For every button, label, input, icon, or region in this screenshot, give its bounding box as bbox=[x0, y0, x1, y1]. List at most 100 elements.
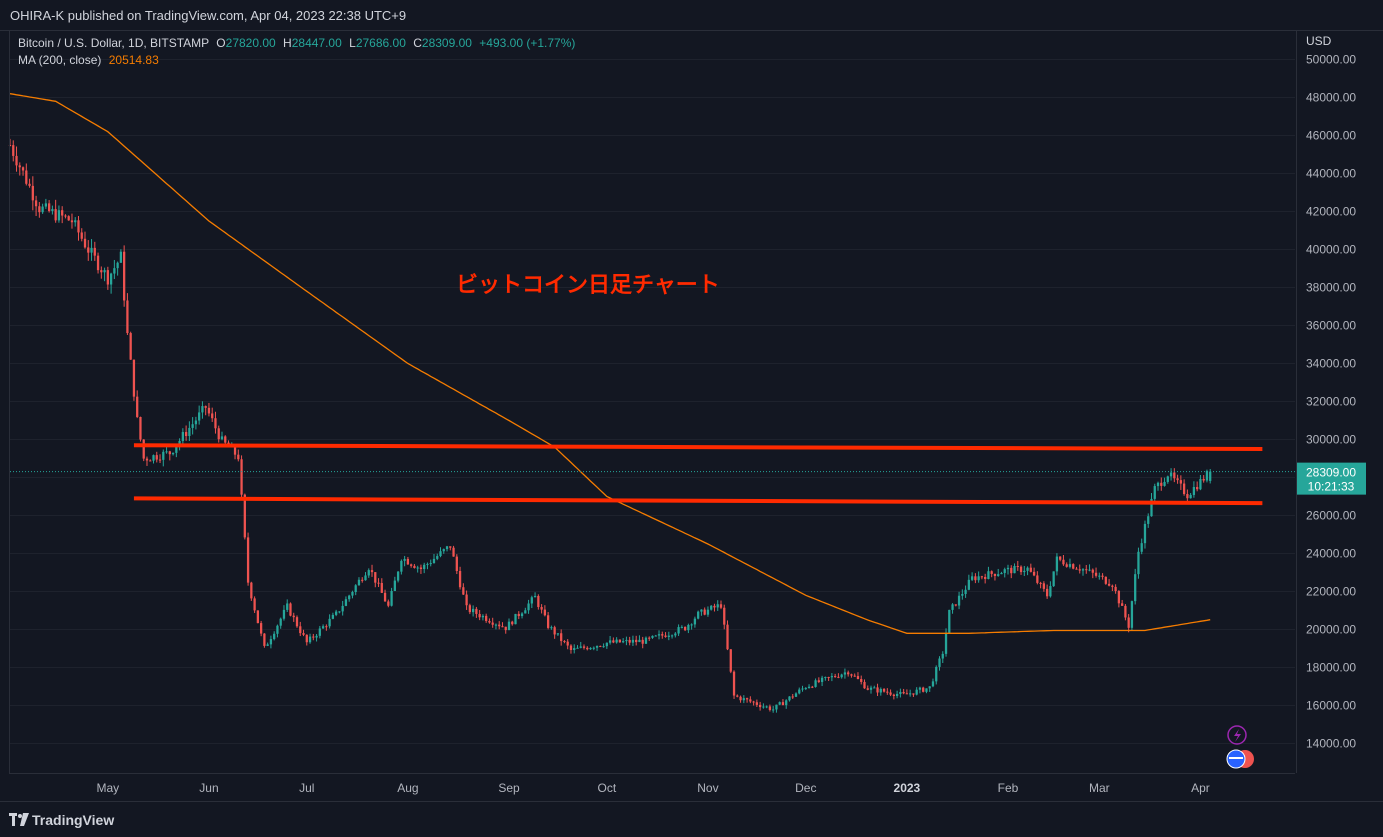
candle-body bbox=[498, 624, 501, 627]
time-axis[interactable] bbox=[9, 773, 1295, 802]
candle-body bbox=[882, 688, 886, 692]
candle-body bbox=[710, 605, 713, 610]
candle-body bbox=[1121, 603, 1124, 606]
candle-body bbox=[315, 635, 318, 638]
candle-body bbox=[605, 642, 608, 647]
x-tick-label: Mar bbox=[1089, 781, 1110, 795]
brand-name[interactable]: TradingView bbox=[32, 812, 115, 828]
y-tick-label: 44000.00 bbox=[1306, 167, 1356, 181]
candle-body bbox=[674, 633, 677, 636]
candle-body bbox=[341, 605, 344, 612]
candle-body bbox=[96, 255, 100, 271]
candle-body bbox=[410, 564, 413, 566]
candle-body bbox=[458, 571, 462, 588]
y-tick-label: 30000.00 bbox=[1306, 433, 1356, 447]
ohlc-high: 28447.00 bbox=[291, 36, 342, 50]
candle-body bbox=[817, 680, 820, 682]
footer-bar: TradingView bbox=[0, 801, 1383, 837]
candle-body bbox=[811, 686, 814, 688]
ohlc-high-label: H bbox=[283, 36, 292, 50]
y-tick-label: 32000.00 bbox=[1306, 395, 1356, 409]
candle-body bbox=[573, 648, 576, 651]
candle-body bbox=[1013, 565, 1016, 574]
candle-body bbox=[628, 639, 631, 643]
candle-body bbox=[12, 145, 15, 156]
candle-body bbox=[207, 407, 211, 414]
candle-body bbox=[550, 627, 553, 629]
candle-body bbox=[436, 556, 439, 559]
candle-body bbox=[935, 666, 938, 682]
candle-body bbox=[1098, 575, 1101, 577]
candle-body bbox=[922, 687, 925, 692]
y-tick-label: 40000.00 bbox=[1306, 243, 1356, 257]
last-price-label: 28309.00 bbox=[1306, 466, 1356, 480]
candle-body bbox=[295, 617, 299, 627]
candle-body bbox=[586, 647, 589, 650]
x-tick-label: Oct bbox=[598, 781, 617, 795]
candle-body bbox=[974, 576, 977, 581]
candle-body bbox=[449, 546, 452, 548]
candle-body bbox=[980, 576, 984, 578]
candle-body bbox=[533, 595, 537, 598]
candle-body bbox=[328, 618, 331, 627]
candle-body bbox=[1111, 585, 1114, 587]
candle-body bbox=[732, 671, 736, 696]
countdown-label: 10:21:33 bbox=[1308, 480, 1355, 494]
ma-label: MA (200, close) bbox=[18, 53, 102, 67]
candle-body bbox=[338, 611, 341, 613]
candle-body bbox=[1042, 583, 1046, 589]
candle-body bbox=[1137, 551, 1140, 575]
x-tick-label: Nov bbox=[697, 781, 718, 795]
candle-body bbox=[383, 592, 387, 602]
candle-body bbox=[214, 418, 217, 429]
candle-body bbox=[224, 436, 227, 443]
y-tick-label: 42000.00 bbox=[1306, 205, 1356, 219]
candle-body bbox=[1055, 556, 1059, 572]
candle-body bbox=[1026, 567, 1029, 571]
candle-body bbox=[866, 688, 869, 690]
flag-stripe-icon bbox=[1229, 757, 1243, 759]
candle-body bbox=[419, 567, 423, 570]
candle-body bbox=[599, 645, 602, 647]
candle-body bbox=[964, 589, 967, 594]
candle-body bbox=[1153, 486, 1156, 499]
candle-body bbox=[892, 694, 895, 696]
candle-body bbox=[292, 615, 295, 618]
candle-body bbox=[51, 209, 54, 212]
currency-label: USD bbox=[1306, 34, 1332, 48]
candle-body bbox=[938, 658, 941, 667]
candle-body bbox=[299, 626, 302, 634]
candle-body bbox=[638, 639, 641, 643]
ma-value: 20514.83 bbox=[108, 53, 159, 67]
x-tick-label: Feb bbox=[998, 781, 1019, 795]
candle-body bbox=[406, 558, 410, 565]
candle-body bbox=[465, 594, 468, 606]
candle-body bbox=[357, 579, 361, 586]
candle-body bbox=[28, 183, 31, 186]
candle-body bbox=[641, 639, 644, 644]
y-tick-label: 16000.00 bbox=[1306, 699, 1356, 713]
ohlc-close: 28309.00 bbox=[421, 36, 472, 50]
candle-body bbox=[380, 582, 383, 593]
candle-body bbox=[706, 609, 710, 615]
candle-body bbox=[276, 625, 279, 634]
candle-body bbox=[729, 649, 732, 672]
candle-body bbox=[595, 645, 599, 648]
candle-body bbox=[1179, 480, 1182, 484]
x-tick-label: Aug bbox=[397, 781, 418, 795]
candle-body bbox=[259, 623, 263, 634]
candle-body bbox=[504, 626, 507, 631]
candle-body bbox=[582, 646, 586, 648]
candle-body bbox=[15, 155, 18, 166]
candle-body bbox=[837, 676, 840, 678]
candle-body bbox=[1091, 569, 1094, 573]
candle-body bbox=[644, 637, 648, 644]
candle-body bbox=[90, 247, 93, 253]
candle-body bbox=[250, 582, 253, 599]
candle-body bbox=[745, 698, 749, 700]
candle-body bbox=[879, 688, 882, 693]
candle-body bbox=[1029, 567, 1032, 572]
candle-body bbox=[201, 406, 204, 413]
y-tick-label: 36000.00 bbox=[1306, 319, 1356, 333]
